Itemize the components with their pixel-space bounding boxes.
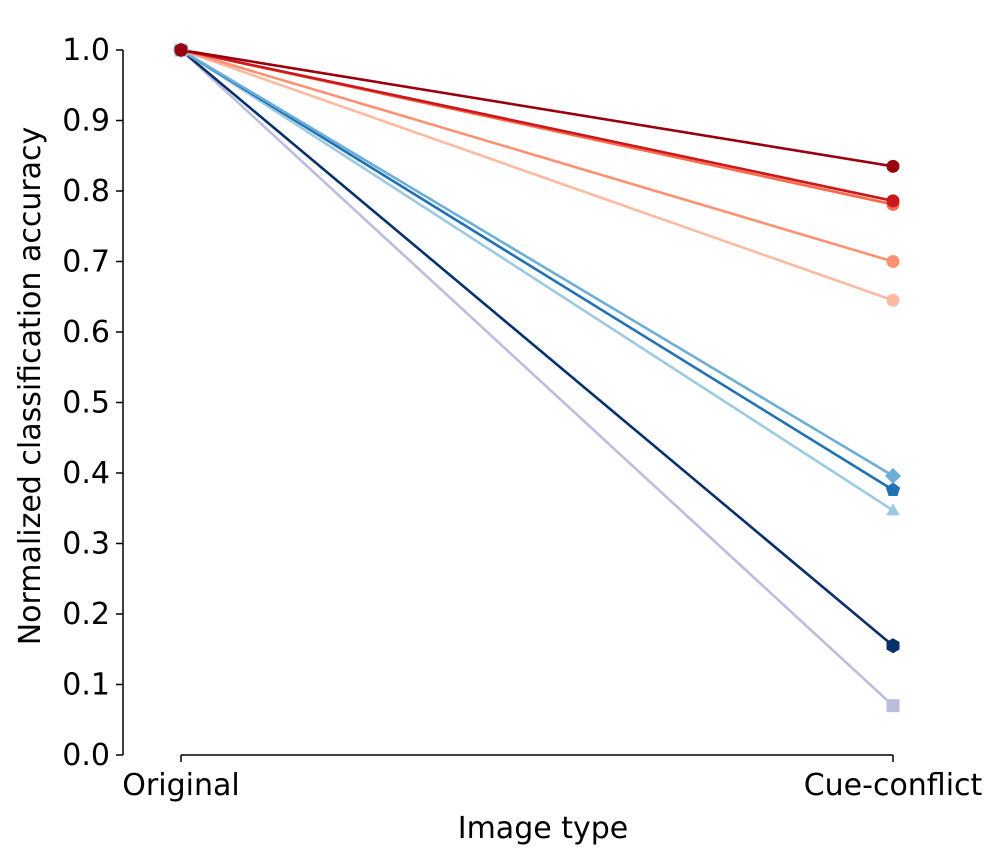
data-point [886, 159, 900, 173]
y-tick-label: 0.4 [62, 456, 110, 491]
series-segment [179, 48, 895, 707]
series-segment [179, 48, 895, 168]
y-tick-label: 1.0 [62, 33, 110, 68]
data-point [174, 43, 188, 57]
data-point [886, 638, 900, 654]
y-tick-label: 0.8 [62, 174, 110, 209]
series-line [179, 48, 900, 654]
data-point [886, 293, 900, 307]
x-axis-ticks: Original Cue-conflict [122, 755, 983, 803]
series-line [179, 48, 901, 496]
series-layer [173, 42, 901, 713]
series-line [179, 48, 901, 484]
y-tick-label: 0.1 [62, 668, 110, 703]
data-point [886, 255, 900, 268]
series-segment [179, 48, 895, 263]
y-tick-label: 0.6 [62, 315, 110, 350]
start-markers [173, 42, 189, 58]
series-line [179, 48, 900, 307]
y-tick-label: 0.3 [62, 527, 110, 562]
series-line [179, 48, 900, 268]
data-point [886, 194, 900, 208]
series-segment [179, 48, 895, 512]
series-segment [179, 48, 895, 492]
series-segment [179, 48, 895, 302]
series-segment [179, 48, 895, 648]
x-tick-label: Cue-conflict [804, 768, 983, 803]
data-point [885, 467, 901, 484]
y-axis-ticks: 0.0 0.1 0.2 0.3 0.4 0.5 0.6 0.7 0.8 0.9 1.0 [62, 33, 123, 773]
series-segment [179, 48, 895, 203]
x-axis-title: Image type [458, 811, 629, 846]
y-tick-label: 0.5 [62, 386, 110, 421]
series-line [179, 48, 900, 713]
x-tick-label: Original [122, 768, 239, 803]
y-tick-label: 0.7 [62, 245, 110, 280]
y-axis-title: Normalized classification accuracy [13, 127, 48, 646]
data-point [886, 699, 900, 713]
data-point [885, 482, 901, 496]
data-point [886, 503, 900, 516]
y-tick-label: 0.2 [62, 597, 110, 632]
y-tick-label: 0.9 [62, 104, 110, 139]
series-segment [179, 48, 895, 478]
series-line [179, 48, 900, 516]
series-line [179, 48, 900, 173]
series-line [179, 48, 900, 208]
y-tick-label: 0.0 [62, 738, 110, 773]
